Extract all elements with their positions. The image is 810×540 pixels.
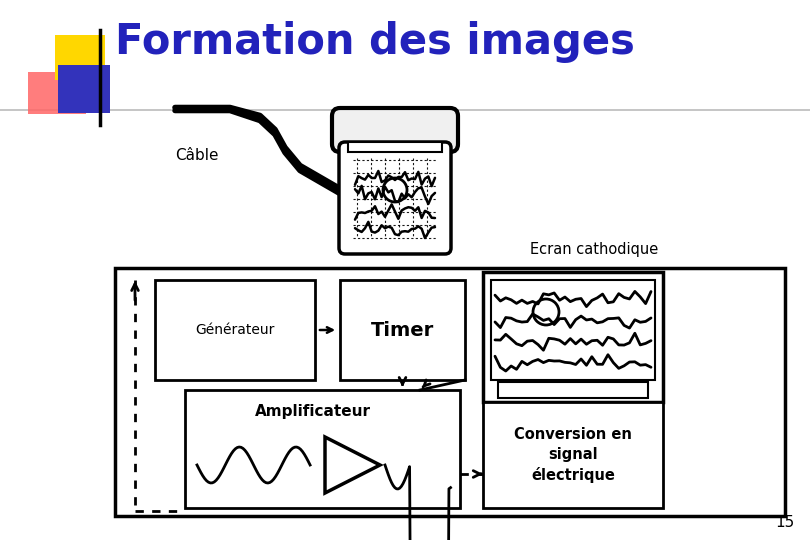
Text: Timer: Timer [371,321,434,340]
Bar [340,280,465,380]
Bar [483,402,663,508]
Bar [55,35,105,80]
Polygon shape [325,437,380,493]
Bar [58,65,110,113]
Text: Conversion en
signal
électrique: Conversion en signal électrique [514,427,632,483]
Bar [483,272,663,402]
Text: Générateur: Générateur [195,323,275,337]
Text: Amplificateur: Amplificateur [255,404,371,419]
Text: Ecran cathodique: Ecran cathodique [530,242,659,257]
Bar [115,268,785,516]
Bar [498,382,648,398]
FancyBboxPatch shape [332,108,458,152]
Text: 15: 15 [776,515,795,530]
Circle shape [533,299,559,325]
Text: Câble: Câble [175,148,219,163]
Bar [28,72,86,114]
Bar [155,280,315,380]
Bar [185,390,460,508]
Bar [491,280,655,380]
FancyBboxPatch shape [339,142,451,254]
Bar [348,142,442,152]
Text: Formation des images: Formation des images [115,21,635,63]
Circle shape [383,178,407,202]
